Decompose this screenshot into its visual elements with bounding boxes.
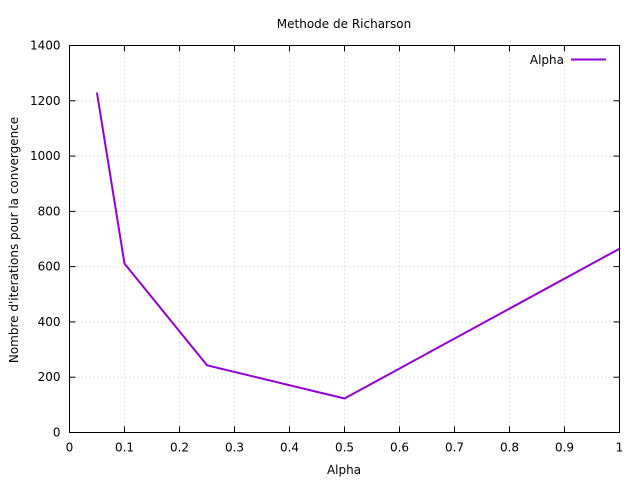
x-tick-label: 0.7 — [445, 441, 464, 455]
legend: Alpha — [530, 53, 606, 67]
x-tick-label: 1 — [616, 441, 624, 455]
y-tick-label: 400 — [38, 315, 61, 329]
y-tick-label: 1200 — [30, 94, 61, 108]
x-tick-label: 0.3 — [225, 441, 244, 455]
chart-title: Methode de Richarson — [277, 17, 411, 31]
data-point — [123, 262, 126, 265]
x-tick-label: 0.2 — [170, 441, 189, 455]
legend-label: Alpha — [530, 53, 564, 67]
plot-frame — [69, 45, 620, 433]
y-tick-label: 800 — [38, 204, 61, 218]
x-axis-label: Alpha — [327, 463, 361, 477]
series-layer — [96, 92, 621, 400]
x-tick-label: 0.8 — [500, 441, 519, 455]
x-tick-label: 0.6 — [390, 441, 409, 455]
data-point — [96, 92, 98, 94]
y-axis-label: Nombre d'iterations pour la convergence — [7, 117, 21, 363]
y-tick-label: 600 — [38, 260, 61, 274]
series-line — [96, 92, 620, 400]
x-tick-label: 0.1 — [115, 441, 134, 455]
x-tick-label: 0 — [66, 441, 74, 455]
y-tick-label: 1000 — [30, 149, 61, 163]
grid — [69, 45, 620, 433]
y-tick-label: 0 — [53, 426, 61, 440]
data-point — [206, 364, 208, 367]
y-tick-label: 200 — [38, 370, 61, 384]
x-tick-label: 0.5 — [335, 441, 354, 455]
x-tick-label: 0.9 — [555, 441, 574, 455]
ticks: 0 0.1 0.2 0.3 0.4 0.5 0.6 0.7 0.8 0.9 1 0 200 400 600 8… — [30, 39, 623, 455]
y-tick-label: 1400 — [30, 39, 61, 53]
x-tick-label: 0.4 — [280, 441, 299, 455]
data-point — [343, 397, 346, 400]
